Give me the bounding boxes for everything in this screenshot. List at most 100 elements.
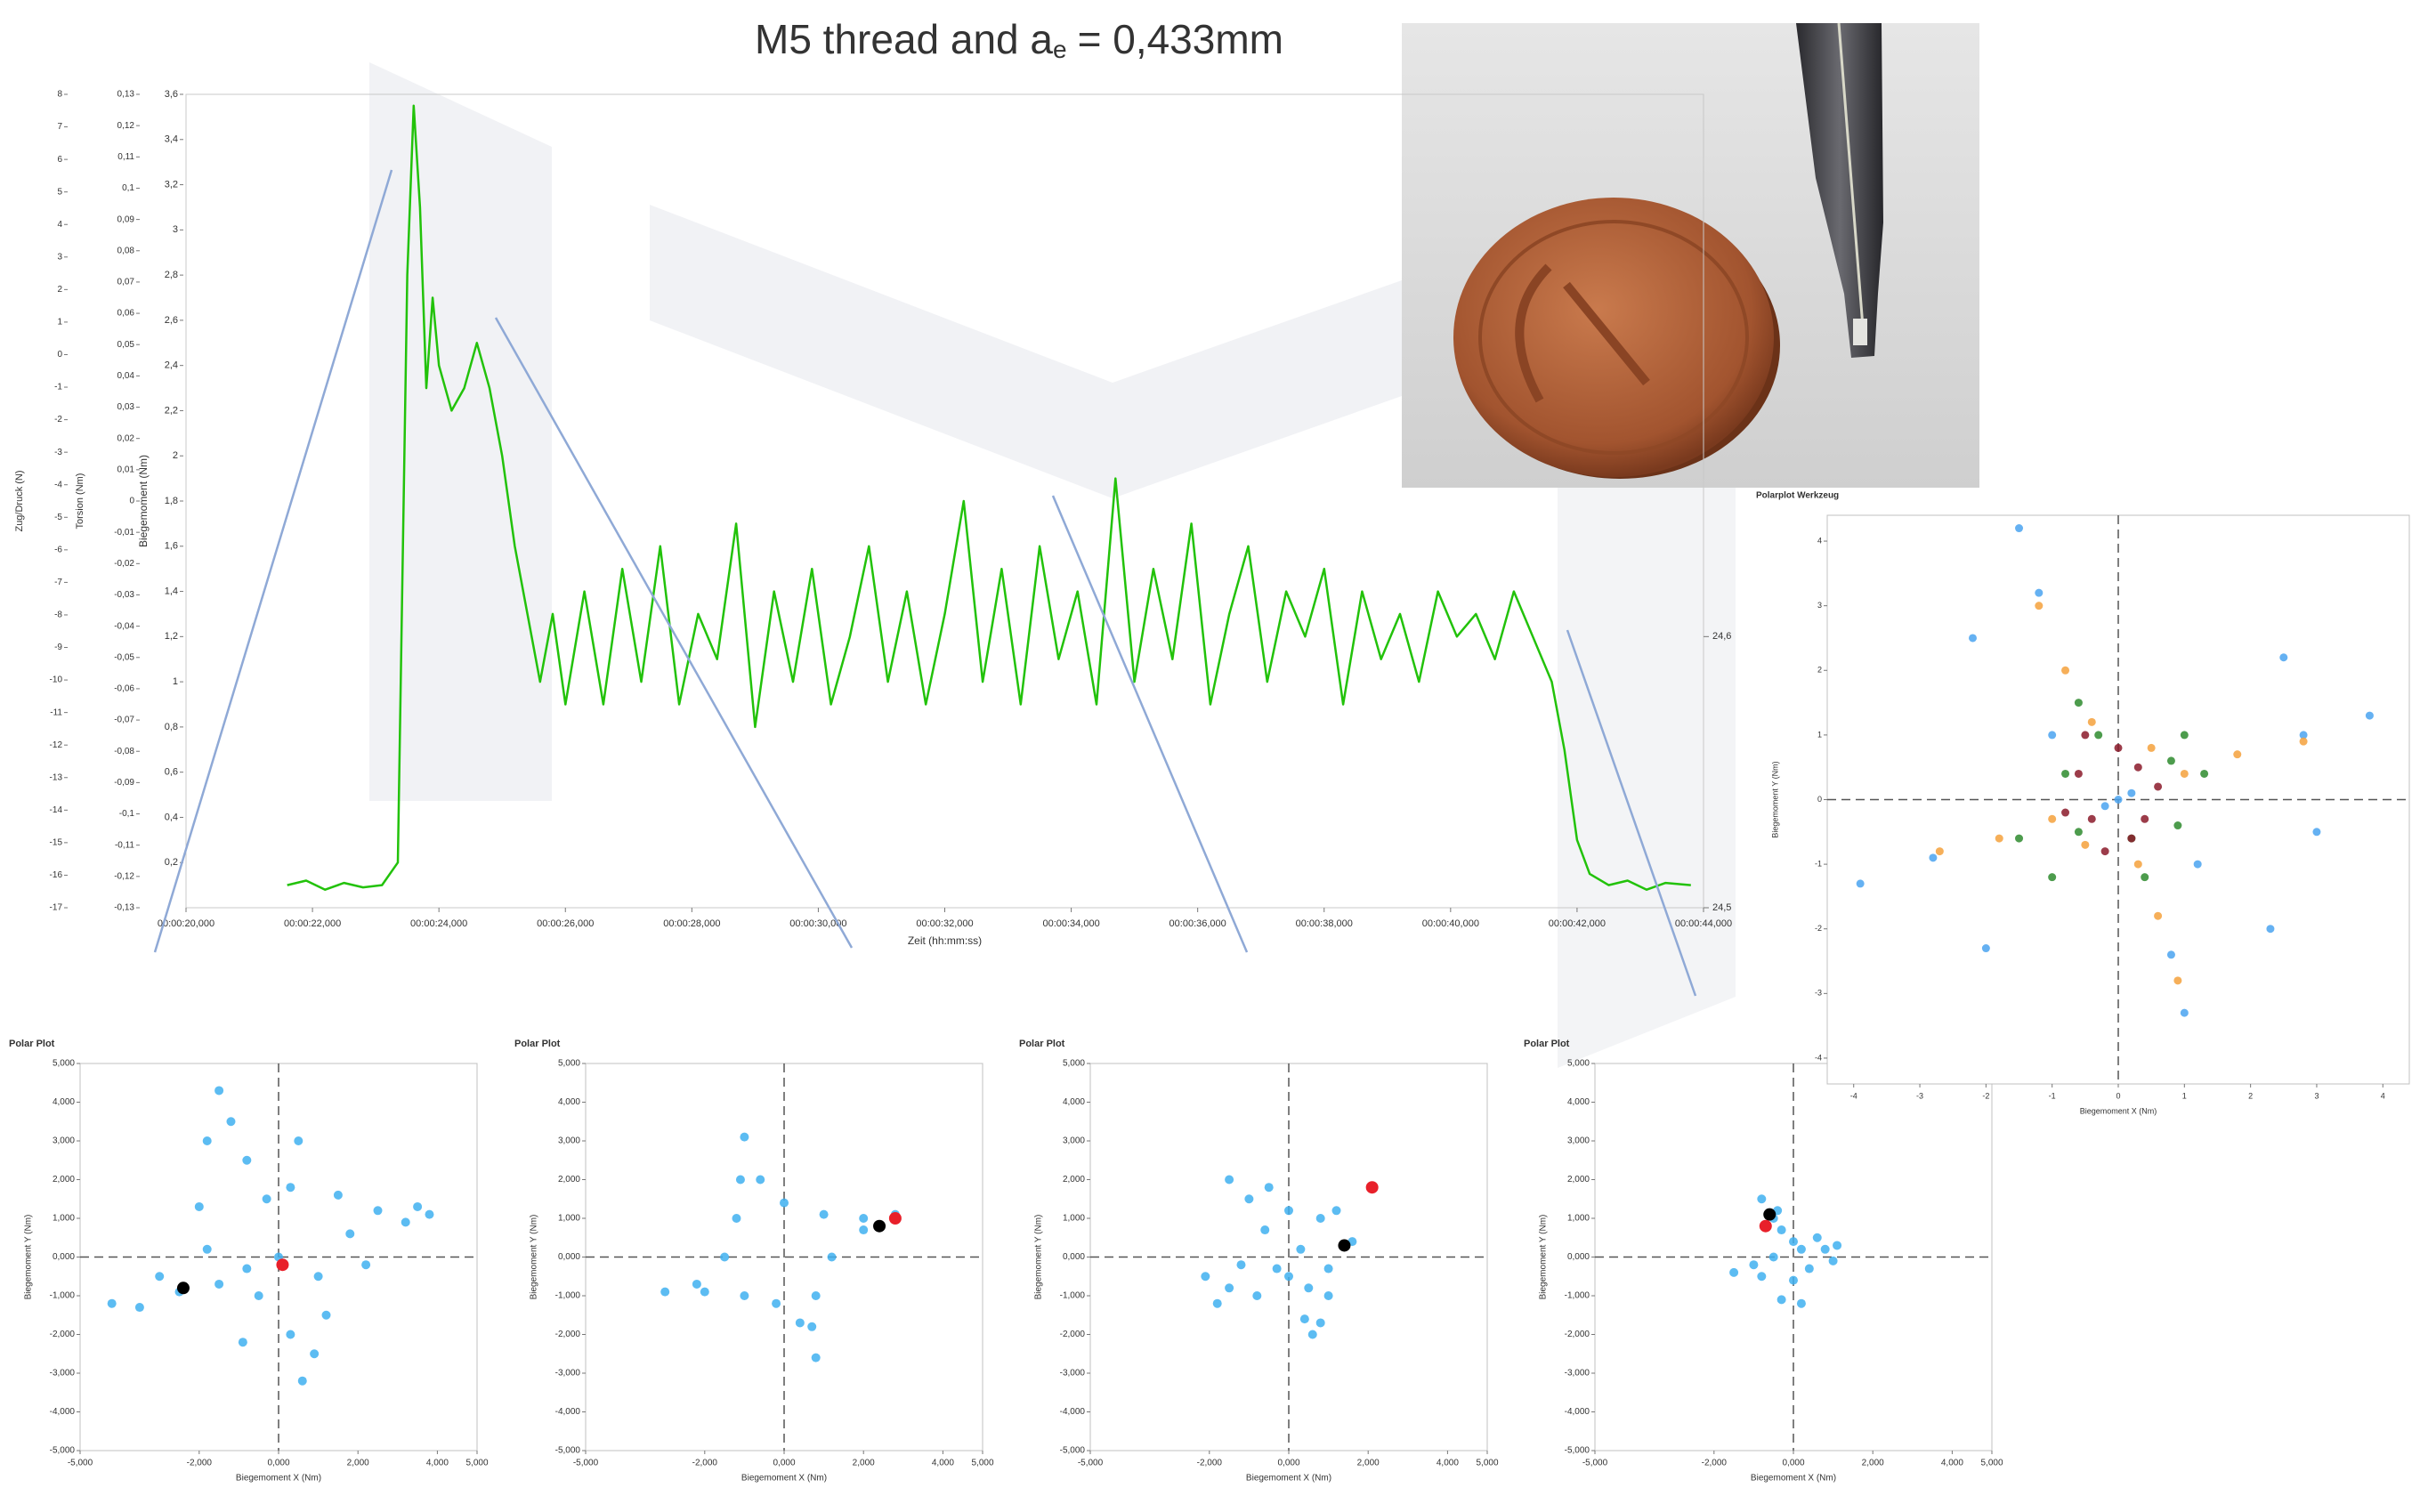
y-tick-label: -0,07 (114, 716, 134, 725)
scatter-point (795, 1318, 805, 1328)
y-tick-label: 2,000 (53, 1175, 75, 1185)
x-tick-label: 4 (2381, 1091, 2385, 1100)
scatter-point (692, 1279, 701, 1289)
y-tick-label: 1 (57, 318, 62, 327)
x-tick-label: -1 (2049, 1091, 2056, 1100)
y-tick-label: 0,05 (117, 340, 135, 350)
y-tick-label: 0,000 (1063, 1252, 1085, 1262)
scatter-point (2180, 1008, 2189, 1017)
scatter-point (361, 1260, 371, 1270)
scatter-point (1296, 1244, 1306, 1254)
scatter-point (345, 1229, 355, 1239)
y-axis-label: Torsion (Nm) (75, 473, 85, 530)
y-tick-label: 3,000 (53, 1136, 75, 1146)
y-tick-label: 3 (57, 252, 62, 262)
scatter-point (2312, 828, 2321, 837)
y-tick-label: 0,07 (117, 278, 135, 287)
y-tick-label: 0,12 (117, 121, 135, 131)
y2-tick-label: 24,6 (1712, 631, 1731, 642)
y-tick-label: -0,09 (114, 778, 134, 788)
y-tick-label: -2 (1815, 924, 1822, 933)
x-tick-label: 0,000 (267, 1459, 289, 1468)
scatter-point (735, 1175, 745, 1185)
annotation-line (1051, 495, 1249, 953)
scatter-point (1929, 853, 1938, 862)
y-axis-label: Zug/Druck (N) (14, 470, 25, 531)
y-tick-label: -5,000 (50, 1446, 76, 1456)
y-tick-label: 2 (173, 450, 178, 461)
y-axis-label: Biegemoment (Nm) (137, 455, 150, 547)
x-tick-label: 0,000 (1277, 1459, 1299, 1468)
y-tick-label: -1 (1815, 859, 1822, 868)
y-tick-label: -5 (54, 513, 62, 522)
title-main: M5 thread and a (755, 16, 1053, 62)
scatter-point (2173, 821, 2182, 830)
plot-title: Polar Plot (9, 1039, 55, 1049)
scatter-point (1749, 1260, 1759, 1270)
x-tick-label: -5,000 (68, 1459, 93, 1468)
scatter-point (2299, 731, 2308, 740)
y-tick-label: -0,06 (114, 684, 134, 694)
x-tick-label: 00:00:38,000 (1296, 918, 1353, 929)
y-tick-label: 2 (1817, 666, 1822, 675)
y-tick-label: 0,13 (117, 90, 135, 100)
y-tick-label: 3,2 (165, 179, 178, 190)
scatter-point (286, 1183, 295, 1193)
y-tick-label: -10 (50, 675, 63, 685)
coin-rim (1478, 220, 1749, 455)
y-tick-label: 1,4 (165, 586, 178, 596)
tool-tip (1853, 319, 1867, 345)
scatter-point (1307, 1330, 1317, 1339)
x-tick-label: -3 (1916, 1091, 1923, 1100)
scatter-point (238, 1338, 247, 1347)
scatter-point (2166, 756, 2175, 765)
scatter-point (2180, 731, 2189, 740)
y-tick-label: -4,000 (555, 1407, 581, 1417)
scatter-point (2035, 588, 2044, 597)
scatter-point (2094, 731, 2103, 740)
scatter-point (1812, 1233, 1822, 1242)
scatter-point (1284, 1206, 1293, 1216)
scatter-point (827, 1252, 837, 1262)
marker-point (1365, 1181, 1379, 1194)
x-tick-label: 00:00:30,000 (789, 918, 846, 929)
scatter-point (194, 1201, 204, 1211)
scatter-point (134, 1303, 144, 1313)
y-tick-label: 3,000 (1063, 1136, 1085, 1146)
y-tick-label: -0,05 (114, 652, 134, 662)
scatter-point (2100, 802, 2109, 811)
scatter-point (1796, 1244, 1806, 1254)
x-tick-label: 00:00:34,000 (1042, 918, 1099, 929)
scatter-point (1789, 1237, 1798, 1247)
y-tick-label: -9 (54, 643, 62, 652)
y-tick-label: 5,000 (53, 1059, 75, 1069)
x-tick-label: -2,000 (1702, 1459, 1728, 1468)
scatter-point (807, 1322, 817, 1331)
scatter-point (2266, 925, 2275, 934)
x-tick-label: 00:00:44,000 (1675, 918, 1732, 929)
scatter-point (1796, 1298, 1806, 1308)
data-line (287, 104, 1691, 891)
x-tick-label: 00:00:26,000 (537, 918, 594, 929)
x-tick-label: 2,000 (853, 1459, 875, 1468)
y-tick-label: -0,12 (114, 871, 134, 881)
y-tick-label: 0,01 (117, 465, 135, 474)
y-tick-label: 7 (57, 122, 62, 132)
scatter-point (2074, 769, 2083, 778)
y-tick-label: 0,06 (117, 309, 135, 319)
y-tick-label: 0 (57, 350, 62, 360)
scatter-point (1820, 1244, 1830, 1254)
y-tick-label: -2,000 (555, 1330, 581, 1339)
watermark (1558, 374, 1736, 1068)
scatter-point (1856, 879, 1865, 888)
y-tick-label: 0,09 (117, 214, 135, 224)
y-tick-label: 2,6 (165, 315, 178, 326)
scatter-point (1323, 1264, 1333, 1273)
y-tick-label: 4,000 (558, 1097, 580, 1107)
title-subscript: e (1053, 36, 1067, 63)
scatter-point (1804, 1264, 1814, 1273)
y-axis-label: Biegemoment Y (Nm) (1539, 1215, 1549, 1300)
x-tick-label: 00:00:32,000 (916, 918, 973, 929)
x-tick-label: -2,000 (1197, 1459, 1223, 1468)
